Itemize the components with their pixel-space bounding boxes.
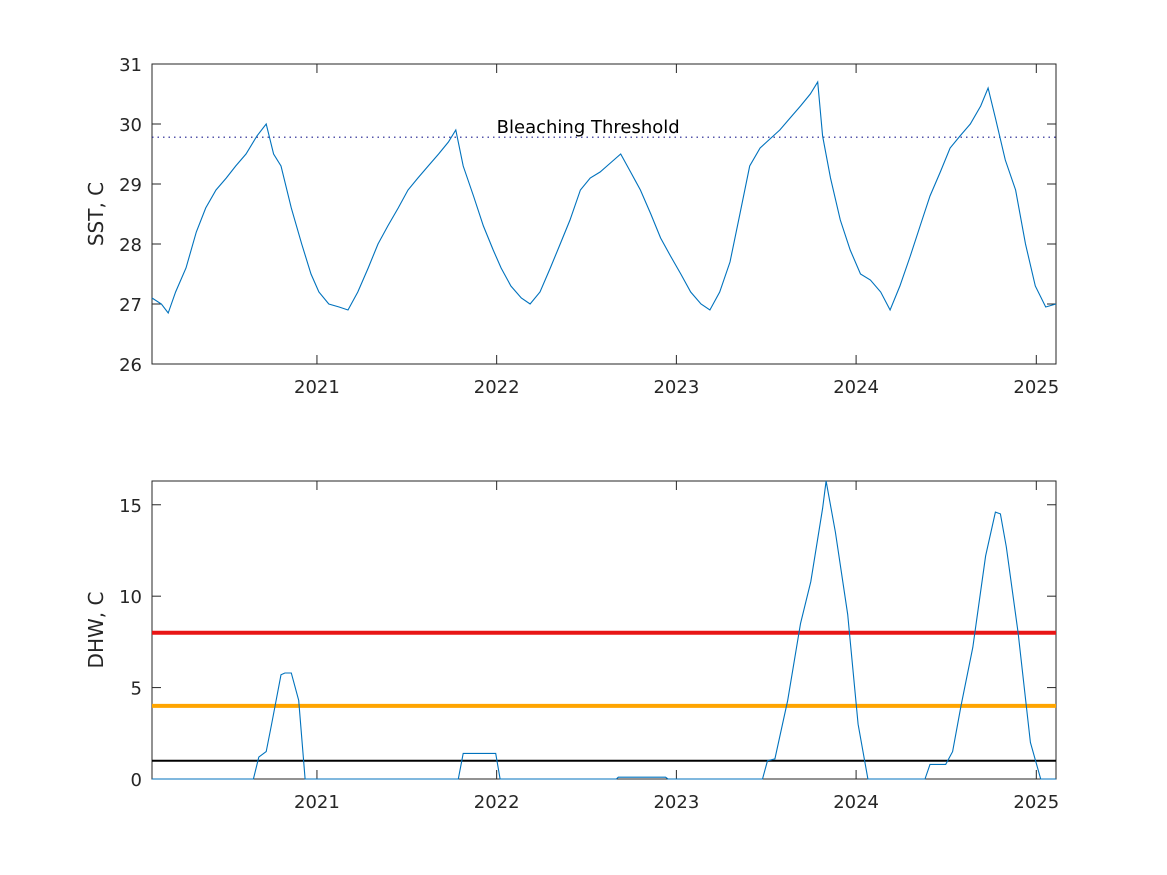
x-tick-label: 2022 — [474, 792, 520, 813]
dhw-reference-lines — [152, 630, 1056, 762]
dhw-ylabel: DHW, C — [84, 592, 108, 669]
x-tick-label: 2023 — [653, 792, 699, 813]
y-tick-label: 5 — [131, 679, 142, 700]
x-tick-label: 2024 — [833, 792, 879, 813]
y-tick-label: 29 — [119, 175, 142, 196]
dhw-panel: 2021 2022 2023 2024 2025 0 5 10 15 DHW, C — [84, 480, 1059, 813]
y-tick-label: 0 — [131, 770, 142, 791]
x-tick-label: 2025 — [1013, 377, 1059, 398]
x-tick-label: 2023 — [653, 377, 699, 398]
x-tick-label: 2022 — [474, 377, 520, 398]
bleaching-threshold-label: Bleaching Threshold — [497, 117, 680, 138]
y-tick-label: 27 — [119, 295, 142, 316]
sst-plot-area — [151, 63, 1057, 365]
y-tick-label: 15 — [119, 496, 142, 517]
dhw-series-line — [152, 480, 1056, 780]
x-tick-label: 2021 — [294, 377, 340, 398]
x-tick-label: 2024 — [833, 377, 879, 398]
y-tick-label: 28 — [119, 235, 142, 256]
dhw-plot-area — [151, 480, 1057, 780]
sst-panel: 2021 2022 2023 2024 2025 26 27 28 29 30 31 Bleachi… — [84, 55, 1059, 398]
sst-ylabel: SST, C — [84, 182, 108, 246]
y-tick-label: 10 — [119, 587, 142, 608]
x-tick-label: 2021 — [294, 792, 340, 813]
sst-series-line — [151, 80, 1057, 315]
y-tick-label: 31 — [119, 55, 142, 76]
sst-ticks: 2021 2022 2023 2024 2025 26 27 28 29 30 31 — [119, 55, 1059, 398]
y-tick-label: 26 — [119, 355, 142, 376]
y-tick-label: 30 — [119, 115, 142, 136]
x-tick-label: 2025 — [1013, 792, 1059, 813]
dhw-ticks: 2021 2022 2023 2024 2025 0 5 10 15 — [119, 481, 1059, 813]
